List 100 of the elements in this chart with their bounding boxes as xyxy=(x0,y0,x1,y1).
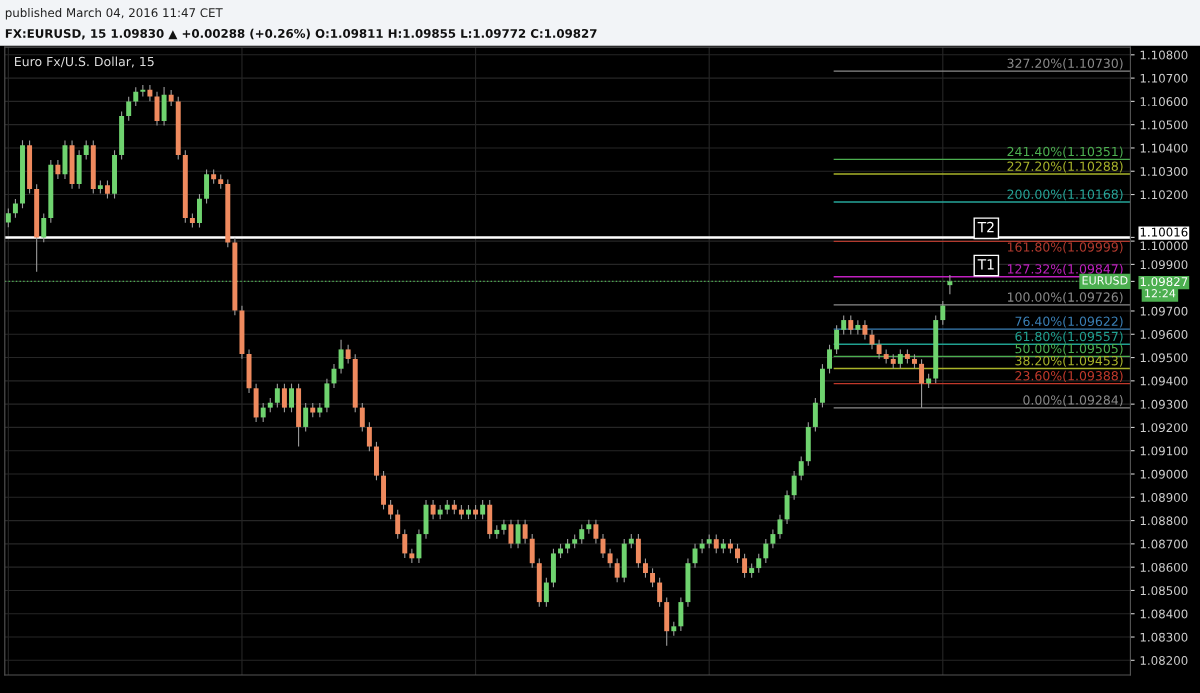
candlestick xyxy=(303,402,309,433)
ref-line-label: 38.20%(1.09453) xyxy=(1015,355,1123,367)
candlestick xyxy=(919,358,925,409)
ref-line-label: 23.60%(1.09388) xyxy=(1015,370,1123,382)
annotation: T2 xyxy=(977,221,994,233)
ref-line-label: 327.20%(1.10730) xyxy=(1007,58,1123,70)
y-tick-label: 1.10500 xyxy=(1140,120,1188,130)
candlestick xyxy=(827,344,833,374)
y-tick-label: 1.09900 xyxy=(1140,260,1188,270)
candlestick xyxy=(5,207,11,228)
ref-line-label: 127.32%(1.09847) xyxy=(1007,263,1123,276)
candlestick xyxy=(756,553,762,574)
candlestick xyxy=(522,519,528,544)
y-tick-label: 1.10300 xyxy=(1140,166,1188,176)
y-tick-label: 1.09600 xyxy=(1140,329,1188,339)
candlestick xyxy=(501,519,507,536)
candlestick xyxy=(430,499,436,520)
candlestick xyxy=(841,314,847,336)
candlestick xyxy=(345,344,351,365)
ref-line-label: 61.80%(1.09557) xyxy=(1015,331,1123,343)
candlestick xyxy=(147,84,153,102)
candlestick xyxy=(692,543,698,569)
candlestick xyxy=(12,198,18,219)
candlestick xyxy=(274,383,280,408)
text: 12:24 xyxy=(1145,289,1176,298)
y-tick-label: 1.08800 xyxy=(1140,516,1188,526)
y-tick-label: 1.08700 xyxy=(1140,539,1188,549)
candlestick xyxy=(41,212,47,243)
candlestick xyxy=(508,519,514,549)
candlestick xyxy=(126,96,132,122)
ref-line-label: 161.80%(1.09999) xyxy=(1007,242,1123,254)
y-tick-label: 1.10016 xyxy=(1140,227,1188,237)
y-tick-label: 1.10800 xyxy=(1140,50,1188,60)
y-tick-label: 1.08900 xyxy=(1140,493,1188,502)
y-tick-label: 1.10200 xyxy=(1140,190,1188,200)
ref-line-label: 227.20%(1.10288) xyxy=(1007,161,1123,173)
y-tick-label: 1.09000 xyxy=(1140,469,1188,479)
candlestick xyxy=(366,421,372,452)
y-tick-label: 1.08300 xyxy=(1140,632,1188,642)
y-tick-label: 1.10000 xyxy=(1140,241,1188,251)
candlestick xyxy=(735,543,740,564)
candlestick xyxy=(593,519,599,544)
y-tick-label: 1.09500 xyxy=(1140,353,1188,363)
candlestick xyxy=(699,538,705,554)
candlestick xyxy=(848,314,854,336)
candlestick xyxy=(897,348,903,370)
text: Euro Fx/U.S. Dollar, 15 xyxy=(15,56,154,68)
candlestick xyxy=(289,383,294,413)
candlestick xyxy=(409,548,415,564)
chart-subtitle: FX:EURUSD, 15 1.09830 ▲ +0.00288 (+0.26%) O:1.09811 H:1.09855 L:1.09772 C:1.09827 xyxy=(5,28,597,40)
ref-line-label: 200.00%(1.10168) xyxy=(1007,189,1123,201)
text: published March 04, 2016 11:47 CET xyxy=(5,7,223,20)
candlestick xyxy=(402,528,408,559)
y-tick-label: 1.10700 xyxy=(1140,73,1188,83)
candlestick xyxy=(281,383,287,413)
ref-line-label: 241.40%(1.10351) xyxy=(1007,146,1123,158)
candlestick xyxy=(133,86,139,107)
candlestick xyxy=(388,499,394,520)
y-tick-label: 1.09827 xyxy=(1140,277,1188,287)
ref-line-label: 0.00%(1.09284) xyxy=(1023,395,1123,407)
candlestick xyxy=(579,523,585,545)
y-tick-label: 1.08200 xyxy=(1140,656,1188,665)
candlestick xyxy=(742,553,748,579)
y-tick-label: 1.08500 xyxy=(1140,586,1188,596)
candlestick xyxy=(480,499,486,520)
candlestick xyxy=(862,319,868,340)
candlestick xyxy=(940,300,946,326)
y-tick-label: 1.10600 xyxy=(1140,97,1188,107)
ref-line-label: 76.40%(1.09622) xyxy=(1015,316,1123,328)
candlestick xyxy=(770,528,776,549)
candlestick xyxy=(834,324,840,355)
y-tick-label: 1.09400 xyxy=(1140,376,1188,386)
candlestick xyxy=(607,548,613,569)
candlestick xyxy=(338,339,344,374)
candlestick xyxy=(777,514,783,540)
candlestick xyxy=(543,577,549,608)
candlestick xyxy=(83,139,89,161)
annotation: EURUSD xyxy=(1082,276,1128,285)
candlestick xyxy=(260,402,266,423)
annotation: T1 xyxy=(977,259,994,270)
candlestick xyxy=(359,402,365,433)
ref-line-label: 100.00%(1.09726) xyxy=(1007,292,1123,304)
y-tick-label: 1.08600 xyxy=(1140,562,1188,572)
candlestick xyxy=(55,159,61,180)
candlestick xyxy=(876,339,882,360)
candlestick xyxy=(791,470,797,501)
candlestick xyxy=(614,557,620,583)
y-tick-label: 1.08400 xyxy=(1140,609,1188,619)
y-tick-label: 1.09100 xyxy=(1140,446,1188,456)
candlestick xyxy=(395,509,401,540)
candlestick xyxy=(798,455,804,481)
candlestick xyxy=(642,557,648,579)
candlestick xyxy=(763,538,769,564)
candlestick xyxy=(650,567,656,588)
ref-line-label: 50.00%(1.09505) xyxy=(1015,343,1123,355)
y-tick-label: 1.09700 xyxy=(1140,306,1188,316)
candlestick xyxy=(515,519,521,549)
candlestick xyxy=(657,577,663,608)
y-tick-label: 1.09200 xyxy=(1140,423,1188,433)
y-tick-label: 1.09300 xyxy=(1140,399,1188,409)
